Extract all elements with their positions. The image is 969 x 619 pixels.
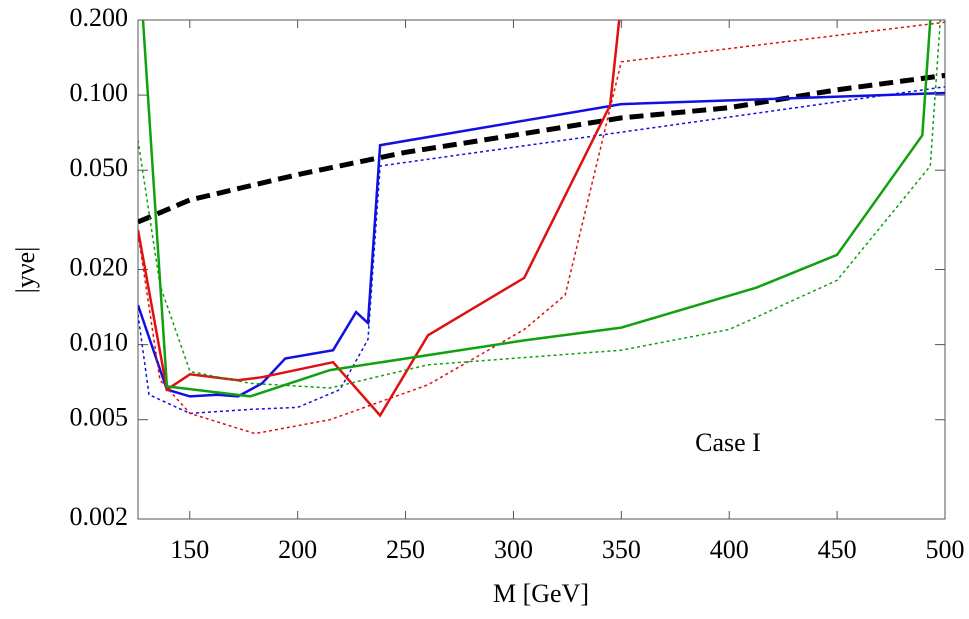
- x-tick-label: 400: [710, 535, 749, 564]
- y-tick-label: 0.002: [70, 502, 129, 531]
- line: [138, 72, 945, 225]
- line: [138, 91, 945, 398]
- y-tick-label: 0.050: [70, 153, 129, 182]
- line: [138, 21, 945, 435]
- x-axis-label: M [GeV]: [493, 579, 589, 608]
- x-tick-label: 200: [278, 535, 317, 564]
- y-tick-label: 0.020: [70, 252, 129, 281]
- x-tick-label: 150: [170, 535, 209, 564]
- y-tick-label: 0.200: [70, 3, 129, 32]
- line: [138, 20, 942, 389]
- x-tick-label: 250: [386, 535, 425, 564]
- annotation: Case I: [695, 428, 761, 457]
- x-tick-label: 500: [926, 535, 965, 564]
- y-tick-label: 0.100: [70, 78, 129, 107]
- y-axis-label: |yνe|: [11, 247, 40, 294]
- plot-lines: [138, 20, 945, 435]
- line: [138, 86, 945, 415]
- line: [141, 20, 932, 398]
- x-tick-label: 450: [818, 535, 857, 564]
- line: [138, 20, 621, 418]
- x-tick-label: 300: [494, 535, 533, 564]
- y-tick-label: 0.010: [70, 328, 129, 357]
- x-tick-label: 350: [602, 535, 641, 564]
- plot-frame: [137, 19, 946, 520]
- y-tick-label: 0.005: [70, 403, 129, 432]
